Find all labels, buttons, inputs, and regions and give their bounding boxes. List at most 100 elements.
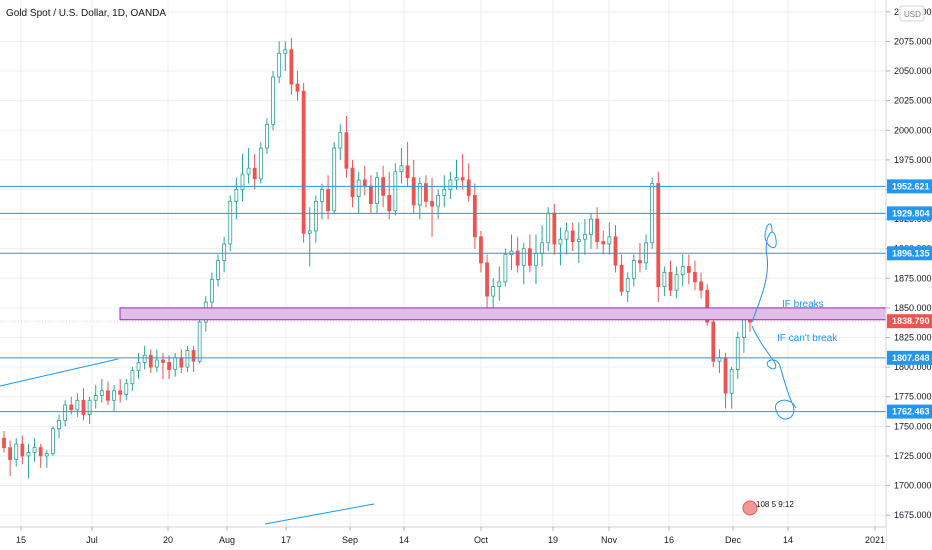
candle-body (460, 177, 465, 181)
candle-body (601, 241, 606, 245)
candle-body (387, 195, 392, 212)
candle-body (705, 289, 710, 323)
price-tick-label: 2000.000 (894, 125, 932, 135)
candle-body (619, 264, 624, 292)
price-tick-label: 1975.000 (894, 155, 932, 165)
candle-body (161, 359, 165, 363)
price-tick-label: 1850.000 (894, 303, 932, 313)
candle-body (136, 361, 141, 372)
candle-body (197, 321, 202, 362)
level-badge (887, 350, 932, 365)
candle-body (301, 90, 306, 234)
trendline-bottom (264, 503, 375, 525)
candle-body (711, 321, 716, 362)
price-tick-label: 1775.000 (894, 392, 932, 402)
candle-body (356, 179, 361, 197)
price-tick-label: 2075.000 (894, 36, 932, 46)
candle-body (485, 262, 489, 297)
candle-body (680, 266, 685, 276)
candle-body (112, 390, 116, 401)
candle-body (625, 277, 630, 292)
candle-body (258, 147, 263, 180)
candle-body (521, 248, 526, 266)
candle-body (154, 359, 159, 368)
candle-body (38, 447, 43, 457)
candle-body (142, 354, 147, 363)
candle-body (491, 286, 496, 297)
candle-body (210, 279, 214, 303)
countdown-badge: 108 5 9:12 (742, 500, 794, 516)
candle-body (515, 250, 520, 266)
candle-body (362, 179, 367, 187)
candle-body (93, 395, 98, 401)
last-price-badge-label: 1838.790 (892, 316, 930, 326)
candle-body (32, 447, 37, 453)
candle-body (69, 404, 74, 411)
candle-body (44, 453, 49, 457)
candle-body (320, 189, 324, 202)
level-badge-label: 1896.135 (892, 248, 930, 258)
candle-body (656, 183, 661, 287)
time-tick-label: Nov (601, 535, 618, 545)
time-tick-label: Aug (219, 535, 235, 545)
time-tick-label: 14 (783, 535, 793, 545)
time-tick-label: Oct (474, 535, 489, 545)
candle-body (63, 404, 68, 421)
candle-body (479, 236, 483, 264)
level-badge (887, 246, 932, 261)
time-tick-label: Dec (725, 535, 742, 545)
candle-body (118, 390, 123, 395)
price-tick-label: 2025.000 (894, 96, 932, 106)
candle-body (534, 253, 538, 266)
candle-body (26, 451, 31, 457)
candle-series (2, 37, 752, 479)
candle-body (589, 218, 593, 235)
candle-body (179, 357, 184, 368)
price-tick-label: 1725.000 (894, 451, 932, 461)
candle-body (271, 76, 275, 125)
candle-body (686, 266, 691, 273)
candle-body (741, 319, 746, 338)
candle-body (20, 443, 25, 457)
level-badge-label: 1807.848 (892, 353, 930, 363)
price-tick-label: 1675.000 (894, 510, 932, 520)
candle-body (344, 132, 349, 169)
level-badge-label: 1952.621 (892, 181, 930, 191)
last-price-badge (887, 314, 932, 329)
candle-body (472, 195, 477, 238)
price-badges: 1952.621 1929.804 1896.135 1807.848 1762.463… (887, 179, 932, 419)
candle-body (326, 189, 330, 212)
candle-body (674, 274, 679, 291)
candle-body (185, 350, 190, 368)
candle-body (497, 281, 502, 287)
time-tick-label: 20 (163, 535, 173, 545)
trend-drawings (0, 223, 797, 525)
candle-body (307, 230, 312, 234)
currency-button[interactable]: USD (899, 5, 925, 22)
time-tick-label: Jul (86, 535, 98, 545)
candle-body (338, 132, 343, 149)
candle-body (332, 147, 337, 212)
candle-body (252, 167, 257, 180)
candle-body (668, 271, 673, 291)
candle-body (693, 271, 697, 283)
candle-body (527, 248, 532, 266)
candle-body (546, 212, 551, 244)
level-badge-label: 1929.804 (892, 208, 930, 218)
candle-body (393, 171, 398, 212)
projection-up-path (751, 223, 777, 323)
candle-body (14, 443, 19, 460)
candle-body (699, 281, 703, 291)
candle-body (350, 167, 355, 197)
time-tick-label: 16 (664, 535, 674, 545)
candle-body (638, 260, 642, 264)
time-tick-label: 14 (399, 535, 409, 545)
candle-body (552, 212, 557, 245)
candle-body (246, 167, 251, 175)
candle-body (631, 260, 636, 279)
price-tick-label: 1800.000 (894, 362, 932, 372)
candle-body (411, 177, 416, 206)
candle-body (234, 189, 239, 202)
candle-body (424, 183, 428, 202)
